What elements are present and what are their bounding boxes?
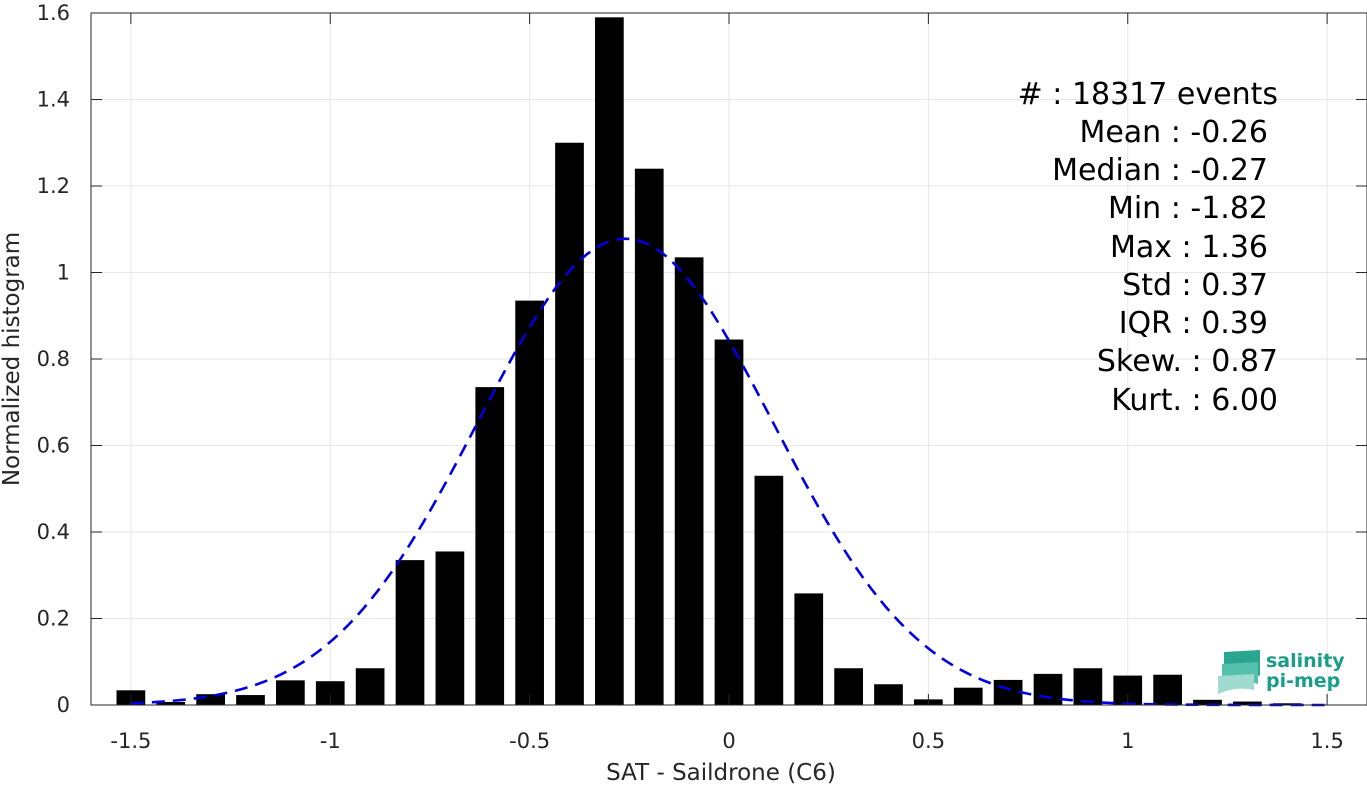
histogram-bar (555, 142, 584, 705)
stat-max: Max : 1.36 (1110, 230, 1268, 265)
histogram-bar (236, 695, 265, 705)
stat-events: # : 18317 events (1018, 77, 1278, 112)
x-axis-label: SAT - Saildrone (C6) (606, 760, 836, 785)
x-tick-label: 1 (1121, 729, 1134, 753)
logo-text-salinity: salinity (1266, 650, 1345, 672)
stat-std: Std : 0.37 (1122, 268, 1268, 303)
x-tick-label: 0.5 (912, 729, 945, 753)
y-tick-label: 1.4 (37, 88, 70, 112)
histogram-bars (116, 17, 1302, 705)
x-tick-label: -1 (320, 729, 341, 753)
histogram-bar (355, 668, 385, 705)
y-tick-label: 1 (57, 261, 70, 285)
x-tick-label: -0.5 (509, 729, 550, 753)
histogram-bar (156, 701, 186, 705)
logo-text-pi-mep: pi-mep (1266, 670, 1340, 692)
histogram-bar (993, 679, 1023, 705)
histogram-bar (953, 687, 983, 705)
histogram-bar (834, 668, 863, 705)
x-tick-label: 1.5 (1310, 729, 1343, 753)
wave-icon (1218, 650, 1260, 694)
y-tick-label: 1.2 (37, 174, 70, 198)
histogram-bar (1033, 673, 1063, 705)
y-tick-label: 0.8 (37, 347, 70, 371)
y-axis-label: Normalized histogram (0, 232, 25, 486)
histogram-bar (674, 257, 704, 705)
stat-mean: Mean : -0.26 (1079, 115, 1268, 150)
histogram-bar (315, 681, 345, 705)
histogram-bar (754, 475, 784, 705)
y-tick-labels: 0 0.2 0.4 0.6 0.8 1 1.2 1.4 1.6 (37, 1, 70, 717)
axis-ticks (91, 12, 1367, 706)
statistics-annotation: # : 18317 events Mean : -0.26 Median : -… (1018, 77, 1278, 418)
histogram-bar (874, 684, 903, 705)
histogram-bar (395, 560, 425, 705)
histogram-bar (1272, 703, 1302, 705)
grid-lines (91, 12, 1367, 706)
histogram-bar (595, 17, 624, 705)
stat-kurt: Kurt. : 6.00 (1111, 383, 1278, 418)
histogram-bar (1153, 674, 1182, 705)
y-tick-label: 0 (57, 693, 70, 717)
histogram-bar (714, 339, 744, 705)
stat-skew: Skew. : 0.87 (1097, 344, 1278, 379)
histogram-bar (794, 593, 824, 705)
histogram-bar (435, 551, 465, 705)
y-tick-label: 0.4 (37, 520, 70, 544)
histogram-bar (1233, 701, 1262, 705)
histogram-bar (1073, 668, 1103, 705)
histogram-bar (276, 680, 305, 705)
histogram-bar (634, 168, 664, 705)
histogram-bar (196, 694, 225, 705)
y-tick-label: 0.6 (37, 434, 70, 458)
y-tick-label: 1.6 (37, 1, 70, 25)
salinity-pi-mep-logo: salinity pi-mep (1218, 650, 1345, 694)
x-tick-label: -1.5 (110, 729, 151, 753)
stat-iqr: IQR : 0.39 (1119, 306, 1268, 341)
x-tick-label: 0 (722, 729, 735, 753)
y-tick-label: 0.2 (37, 607, 70, 631)
stat-min: Min : -1.82 (1108, 191, 1268, 226)
x-tick-labels: -1.5 -1 -0.5 0 0.5 1 1.5 (110, 729, 1343, 753)
histogram-bar (515, 300, 544, 705)
histogram-bar (475, 387, 505, 705)
stat-median: Median : -0.27 (1052, 153, 1268, 188)
histogram-bar (1193, 699, 1222, 705)
